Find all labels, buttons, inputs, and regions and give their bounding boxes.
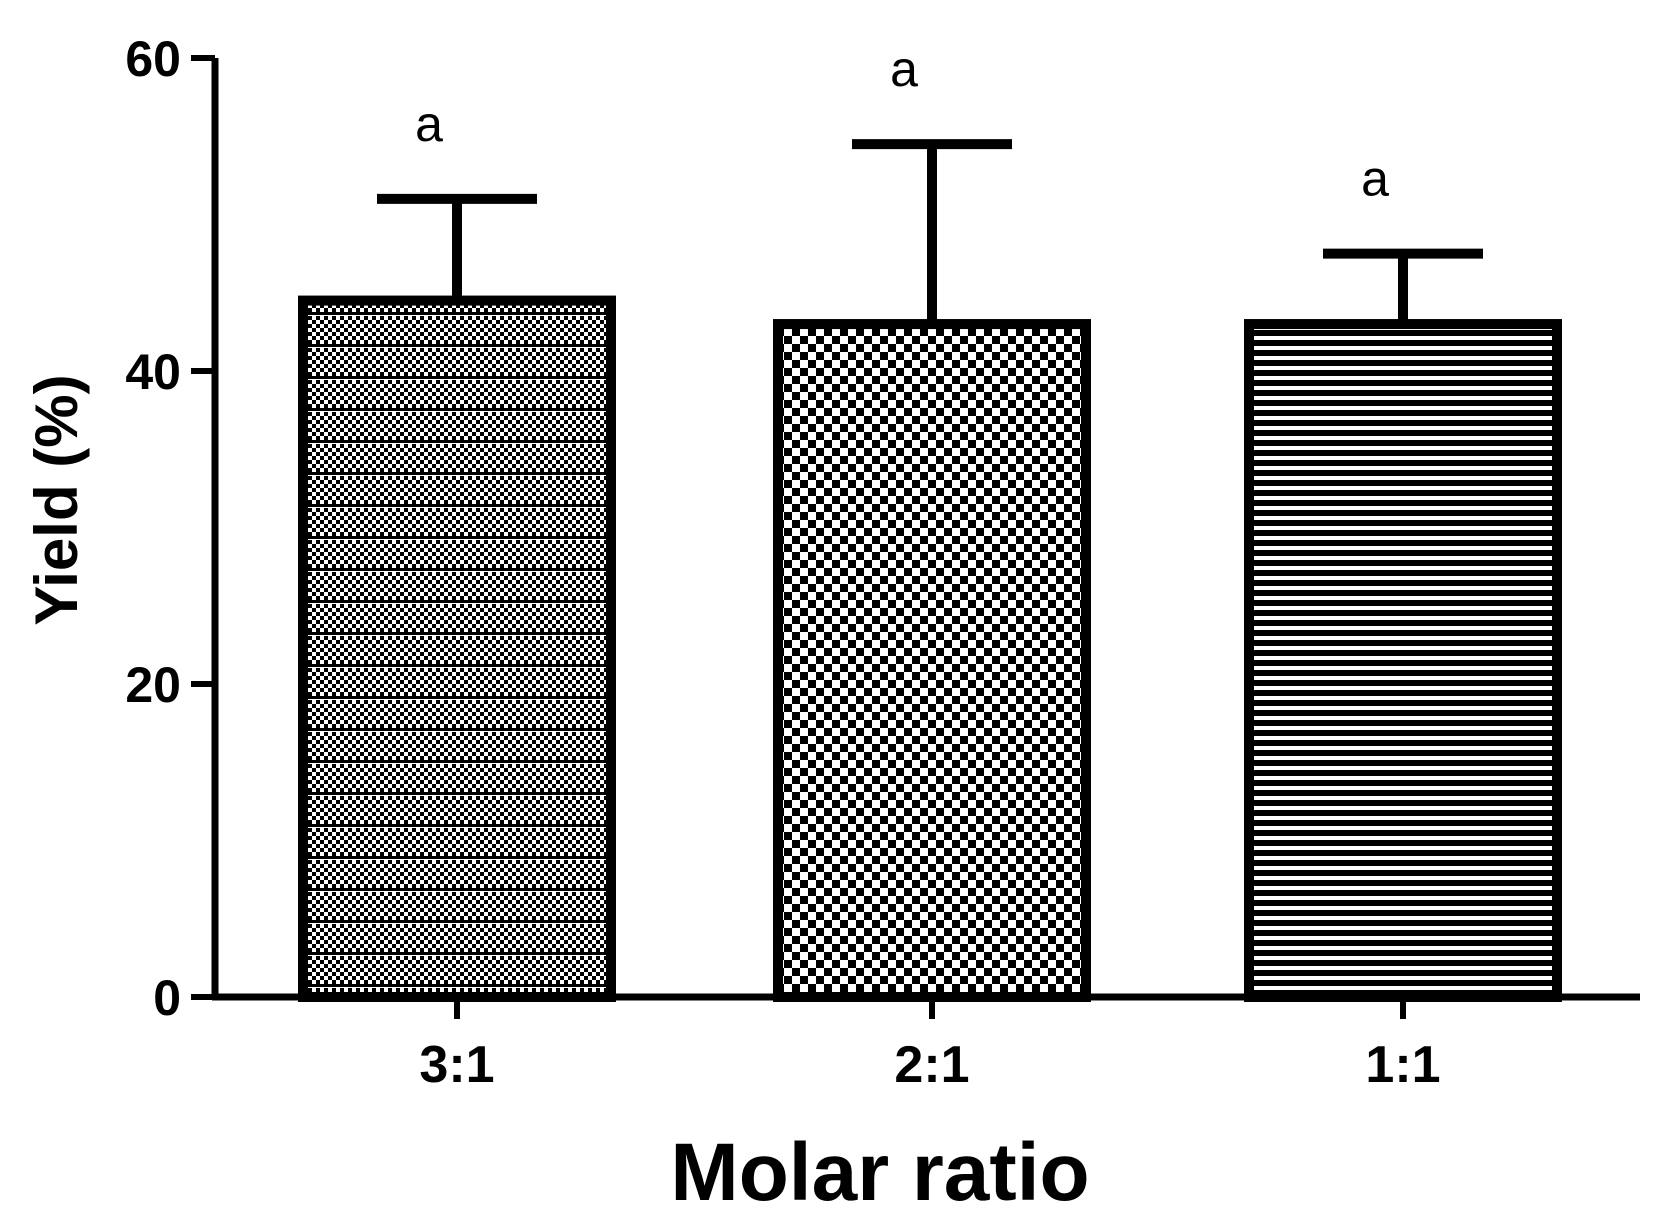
significance-label: a (890, 41, 918, 97)
y-tick-label: 40 (125, 344, 181, 400)
significance-label: a (1361, 151, 1389, 207)
y-tick-label: 60 (125, 31, 181, 87)
plot-area: 0 20 40 60 3:1 a 2:1 a 1:1 a (125, 31, 1640, 1094)
y-tick-label: 0 (153, 970, 181, 1026)
bar-1-1 (1244, 319, 1562, 1002)
significance-label: a (415, 96, 443, 152)
x-axis-title: Molar ratio (670, 1127, 1089, 1218)
y-axis-title: Yield (%) (23, 374, 90, 625)
bar-3-1 (298, 295, 616, 1002)
x-tick-label: 2:1 (894, 1036, 969, 1094)
bar-2-1 (773, 319, 1091, 1002)
y-tick-label: 20 (125, 657, 181, 713)
x-tick-label: 3:1 (419, 1036, 494, 1094)
x-tick-label: 1:1 (1365, 1036, 1440, 1094)
